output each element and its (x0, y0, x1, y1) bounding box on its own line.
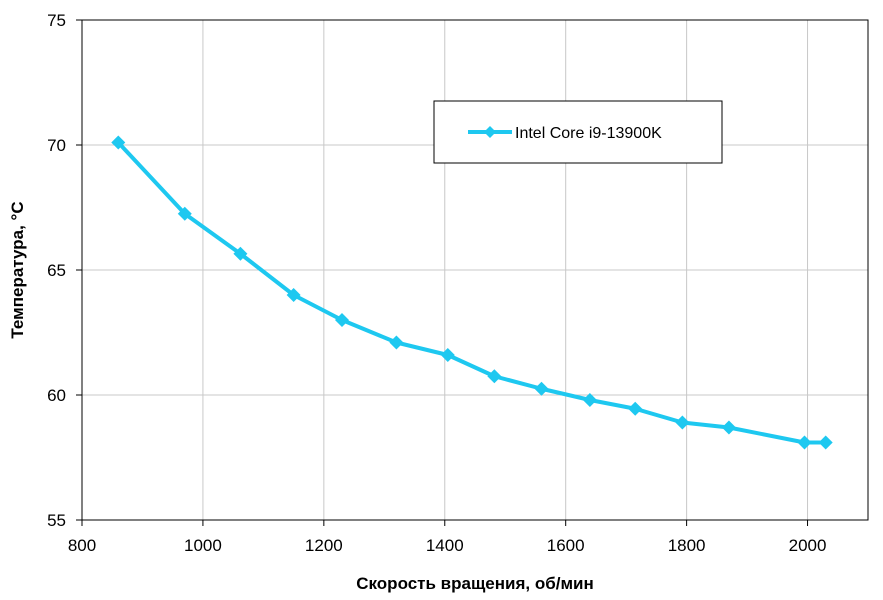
legend: Intel Core i9-13900K (433, 100, 723, 164)
x-tick-label-1600: 1600 (547, 536, 585, 555)
data-point (487, 369, 502, 384)
x-axis-title: Скорость вращения, об/мин (356, 574, 594, 593)
data-point (440, 348, 455, 362)
x-axis-ticks: 800 1000 1200 1400 1600 1800 2000 (68, 520, 827, 555)
x-tick-label-1400: 1400 (426, 536, 464, 555)
data-point (534, 381, 549, 396)
x-tick-label-800: 800 (68, 536, 96, 555)
data-point (797, 435, 812, 450)
data-point (233, 246, 248, 261)
y-tick-label-75: 75 (47, 11, 66, 30)
data-point (177, 206, 192, 221)
grid (82, 20, 868, 520)
x-tick-label-1000: 1000 (184, 536, 222, 555)
x-tick-label-1200: 1200 (305, 536, 343, 555)
data-point (628, 401, 643, 416)
series-layer (111, 135, 833, 450)
data-point (721, 420, 736, 435)
data-point (389, 335, 404, 350)
legend-diamond-marker (484, 126, 496, 138)
data-point (818, 435, 833, 450)
y-axis-ticks: 55 60 65 70 75 (47, 11, 82, 530)
y-tick-label-70: 70 (47, 136, 66, 155)
data-point (286, 288, 301, 302)
data-point (334, 313, 349, 327)
x-tick-label-1800: 1800 (668, 536, 706, 555)
y-tick-label-60: 60 (47, 386, 66, 405)
y-tick-label-65: 65 (47, 261, 66, 280)
x-tick-label-2000: 2000 (789, 536, 827, 555)
data-point (111, 135, 126, 150)
data-point (675, 415, 690, 430)
y-tick-label-55: 55 (47, 511, 66, 530)
series-line-0 (116, 141, 826, 445)
y-axis-title: Температура, °С (8, 201, 27, 338)
legend-entry-label: Intel Core i9-13900K (515, 125, 662, 142)
data-point (582, 393, 597, 407)
